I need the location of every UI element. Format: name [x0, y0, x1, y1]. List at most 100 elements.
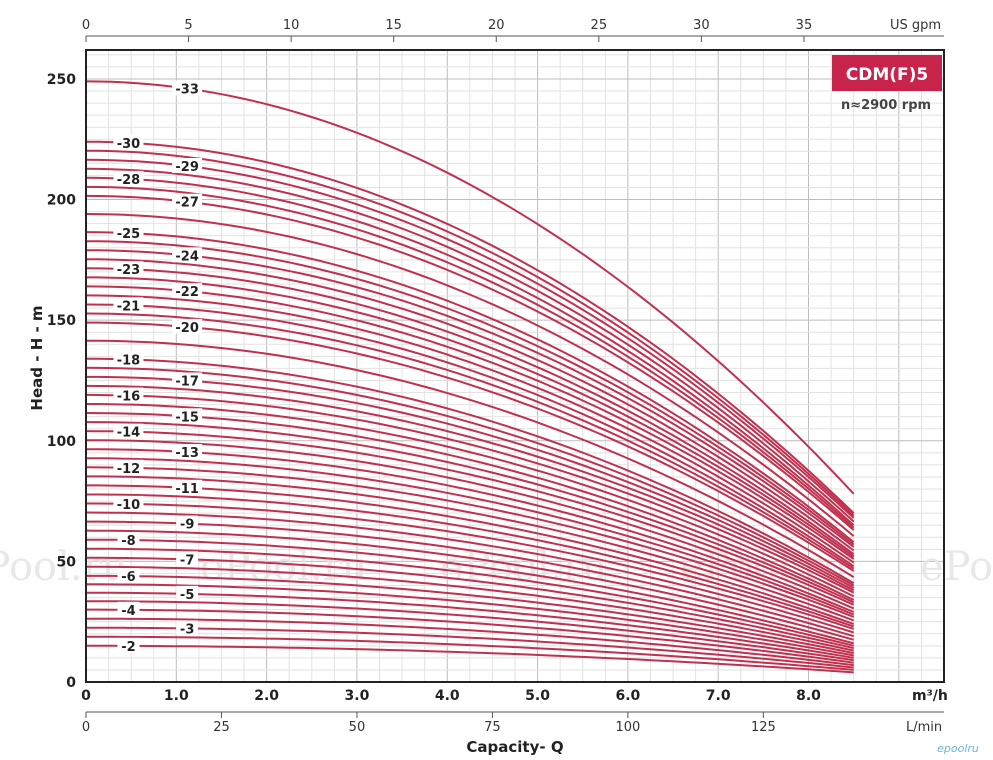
plot-frame [85, 49, 945, 683]
curve-stage-11 [86, 484, 855, 626]
curve-label: -18 [117, 353, 141, 368]
curve-label: -27 [175, 196, 199, 211]
curve-label-bg [172, 318, 203, 334]
curve-label-bg [113, 387, 144, 403]
curve-intermediate-17 [86, 339, 855, 578]
curve-intermediate-15 [85, 384, 855, 592]
bottom-tick-label: 0 [82, 720, 90, 735]
curve-label: -16 [117, 390, 141, 405]
curve-intermediate-16 [85, 366, 855, 587]
curve-label: -15 [175, 410, 199, 425]
curve-label-bg [176, 585, 199, 601]
x-tick-label: 0 [81, 688, 91, 704]
curve-label-bg [117, 637, 140, 653]
curve-label: -5 [180, 588, 194, 603]
top-axis-ticks-usgpm: 0 5 10 15 20 25 30 35 [82, 18, 812, 42]
curve-label-bg [117, 601, 140, 617]
curve-intermediate-6 [85, 547, 854, 647]
curve-stage-20 [86, 321, 855, 572]
curve-label: -13 [175, 446, 199, 461]
y-tick-label: 250 [47, 72, 76, 88]
curve-intermediate-10 [86, 475, 855, 622]
top-axis-unit: US gpm [890, 18, 941, 33]
top-tick-label: 10 [283, 18, 300, 33]
bottom-axis-unit: L/min [906, 720, 942, 735]
curve-stage-30 [85, 140, 855, 514]
curve-intermediate-2 [86, 617, 854, 667]
x-tick-label: 5.0 [525, 688, 550, 704]
curve-label: -29 [175, 160, 199, 175]
curve-intermediate-21 [86, 258, 855, 552]
curve-intermediate-11 [86, 457, 855, 616]
curve-label: -33 [175, 83, 199, 98]
bottom-tick-label: 100 [615, 720, 640, 735]
curve-label-bg [176, 551, 199, 567]
curve-stage-24 [85, 249, 855, 548]
curve-label-bg [113, 170, 144, 186]
watermark-text: ePool.ru [920, 544, 993, 590]
y-axis-title: Head - H - m [28, 305, 46, 410]
curve-label-bg [113, 351, 144, 367]
curve-stage-14 [85, 430, 855, 606]
curve-label: -11 [175, 482, 199, 497]
curve-stage-7 [86, 556, 854, 650]
curve-stage-15 [85, 412, 855, 601]
curve-label: -24 [175, 249, 199, 264]
curve-intermediate-23 [85, 213, 855, 537]
footer-logo: epoolru [937, 742, 979, 755]
curve-intermediate-25 [85, 167, 855, 523]
x-axis-ticks-m3h: 0 1.0 2.0 3.0 4.0 5.0 6.0 7.0 8.0 [81, 688, 821, 704]
curve-label: -10 [117, 498, 141, 513]
curve-stage-5 [85, 591, 854, 659]
top-tick-label: 15 [385, 18, 402, 33]
x-tick-label: 2.0 [254, 688, 279, 704]
x-tick-label: 6.0 [615, 688, 640, 704]
curve-label: -28 [117, 173, 141, 188]
curve-intermediate-7 [85, 529, 854, 641]
curve-stage-4 [86, 608, 854, 664]
bottom-tick-label: 125 [751, 720, 776, 735]
curve-stage-25 [85, 231, 855, 543]
curve-label: -4 [121, 604, 135, 619]
y-tick-label: 200 [47, 193, 76, 209]
curve-stage-22 [85, 285, 855, 560]
curve-stage-2 [86, 644, 854, 674]
curve-label-bg [172, 283, 203, 299]
curve-label-bg [172, 80, 203, 96]
curve-label-bg [113, 297, 144, 313]
curve-label: -17 [175, 375, 199, 390]
curve-label: -22 [175, 285, 199, 300]
curve-stage-16 [85, 393, 855, 594]
curve-intermediate-24 [85, 185, 855, 529]
x-unit-m3h: m³/h [912, 688, 948, 704]
top-tick-label: 5 [184, 18, 192, 33]
top-tick-label: 0 [82, 18, 90, 33]
curve-stage-28 [85, 176, 855, 526]
top-tick-label: 30 [693, 18, 710, 33]
curve-label: -6 [121, 570, 135, 585]
curve-stage-18 [86, 357, 855, 584]
curve-stage-21 [85, 303, 855, 568]
curve-stage-3 [86, 626, 854, 669]
curve-intermediate-5 [86, 565, 854, 652]
curve-intermediate-19 [85, 294, 855, 564]
curve-label: -25 [117, 227, 141, 242]
curve-label: -21 [117, 299, 141, 314]
curve-stage-29 [85, 158, 855, 519]
curve-stage-23 [85, 267, 855, 556]
x-axis-title: Capacity- Q [466, 738, 563, 756]
x-tick-label: 4.0 [435, 688, 460, 704]
bottom-tick-label: 50 [349, 720, 366, 735]
y-tick-label: 50 [57, 554, 77, 570]
curves [85, 80, 855, 674]
curve-label: -7 [180, 553, 194, 568]
curve-intermediate-26 [85, 149, 855, 517]
curve-label: -20 [175, 321, 199, 336]
curve-label-bg [172, 444, 203, 460]
curve-stage-10 [86, 502, 855, 630]
curve-labels: -2 -3 -4 -5 -6 -7 -8 -9 -10 -11 -12 -13 -14 -15 -16 -17… [113, 80, 203, 655]
bottom-axis-ticks-lmin: 0 25 50 75 100 125 [82, 712, 776, 735]
curve-label-bg [172, 408, 203, 424]
speed-label: n≈2900 rpm [841, 98, 931, 113]
curve-label-bg [172, 193, 203, 209]
